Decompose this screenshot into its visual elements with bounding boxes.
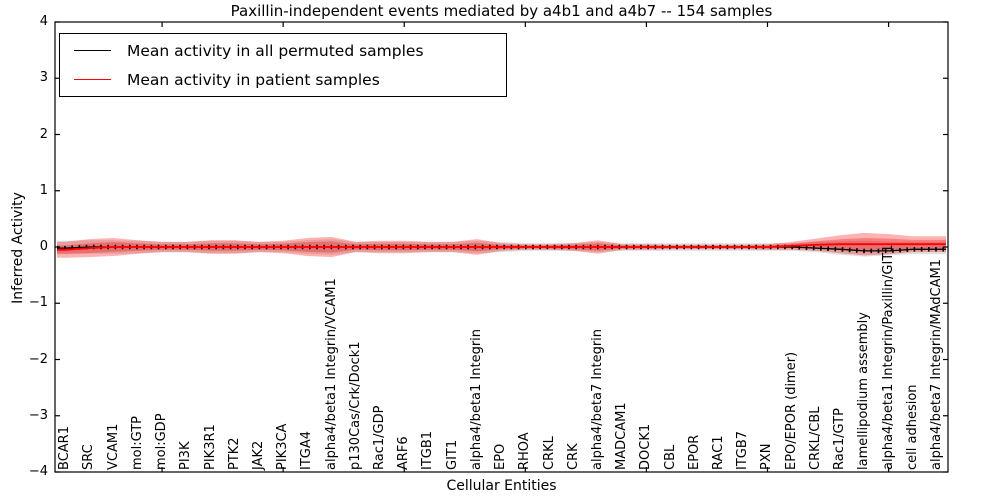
x-tick-label: GIT1 [444, 439, 460, 470]
x-tick-label: alpha4/beta1 Integrin [468, 328, 484, 470]
x-tick-label: SRC [81, 444, 97, 470]
x-tick-label: BCAR1 [57, 426, 73, 470]
x-tick-label: PXN [759, 443, 775, 470]
x-tick-label: p130Cas/Crk/Dock1 [347, 341, 363, 470]
legend-label: Mean activity in all permuted samples [127, 41, 424, 60]
x-tick-label: alpha4/beta7 Integrin/MAdCAM1 [929, 259, 944, 470]
x-tick-label: ITGB7 [735, 430, 751, 470]
legend-label: Mean activity in patient samples [127, 70, 380, 89]
x-tick-label: ARF6 [396, 436, 412, 470]
y-tick-label: −4 [28, 464, 48, 479]
x-tick-label: PIK3R1 [202, 424, 218, 470]
x-tick-label: JAK2 [250, 440, 266, 470]
legend-item-patient: Mean activity in patient samples [60, 66, 506, 94]
y-tick-label: −3 [28, 407, 48, 423]
x-tick-label: Rac1/GTP [832, 408, 848, 470]
patient-spread-band-core [57, 238, 946, 255]
x-tick-label: lamellipodium assembly [856, 312, 872, 470]
chart-title: Paxillin-independent events mediated by … [230, 2, 773, 20]
red-line-sample-icon [74, 79, 111, 80]
x-tick-label: EPO [493, 443, 509, 470]
legend: Mean activity in all permuted samples Me… [59, 33, 507, 97]
x-tick-label: ITGA4 [299, 430, 315, 470]
x-tick-label: CRK [565, 443, 581, 470]
patient-spread-band-outer [57, 232, 946, 258]
y-tick-label: −1 [28, 295, 48, 311]
x-tick-label: CRKL [541, 436, 557, 470]
x-tick-label: mol:GTP [129, 416, 145, 470]
x-tick-label: mol:GDP [154, 413, 170, 470]
x-tick-label: PI3K [178, 441, 194, 470]
patient-mean-line [57, 243, 946, 251]
x-tick-label: CRKL/CBL [807, 406, 823, 471]
x-tick-label: PTK2 [226, 437, 242, 470]
legend-item-permuted: Mean activity in all permuted samples [60, 37, 506, 65]
x-tick-label: VCAM1 [105, 423, 121, 470]
x-tick-label: alpha4/beta7 Integrin [589, 328, 605, 470]
x-tick-label: ITGB1 [420, 430, 436, 470]
x-tick-label: alpha4/beta1 Integrin/Paxillin/GIT1 [880, 244, 896, 470]
x-tick-label: cell adhesion [904, 384, 920, 470]
x-tick-label: CBL [662, 444, 678, 470]
black-line-sample-icon [74, 50, 111, 51]
x-tick-label: EPOR [686, 434, 702, 470]
x-tick-label: MADCAM1 [614, 402, 630, 470]
x-tick-label: EPO/EPOR (dimer) [783, 351, 799, 470]
x-tick-label: RHOA [517, 432, 533, 470]
x-tick-label: RAC1 [711, 435, 727, 470]
x-tick-label: Rac1/GDP [372, 405, 388, 470]
y-tick-label: 0 [39, 239, 48, 254]
y-tick-label: 4 [39, 14, 48, 29]
y-tick-label: 1 [39, 182, 48, 198]
x-tick-label: alpha4/beta1 Integrin/VCAM1 [323, 278, 339, 470]
y-tick-label: 3 [39, 70, 48, 86]
x-tick-label: DOCK1 [638, 423, 654, 470]
x-axis-label: Cellular Entities [446, 478, 557, 494]
y-tick-label: −2 [28, 351, 48, 367]
y-tick-label: 2 [39, 126, 48, 142]
x-tick-label: PIK3CA [275, 423, 291, 470]
